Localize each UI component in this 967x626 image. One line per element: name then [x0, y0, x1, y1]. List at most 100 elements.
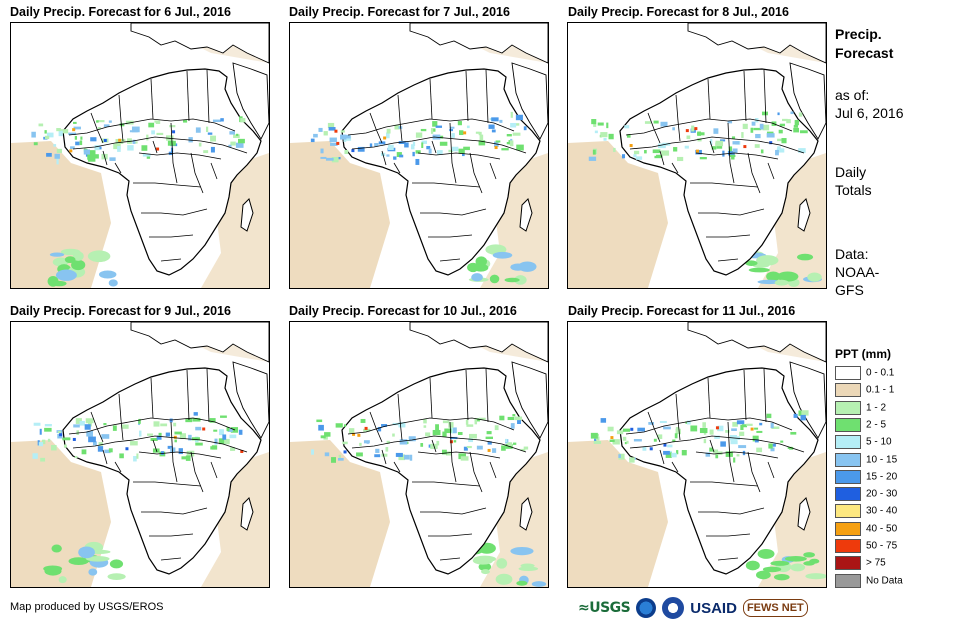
country-border: [141, 507, 208, 515]
rain-band-cell: [487, 441, 492, 445]
rain-band-cell: [451, 146, 459, 152]
rain-band-cell: [709, 429, 714, 435]
frontal-rain-cell: [44, 566, 62, 576]
rain-band-cell: [338, 454, 341, 459]
country-border: [397, 94, 403, 142]
country-border: [763, 69, 767, 124]
country-border: [717, 258, 739, 262]
rain-band-cell: [165, 432, 170, 437]
country-border: [698, 507, 765, 515]
rain-band-cell: [68, 132, 77, 135]
legend-label: 0.1 - 1: [866, 384, 895, 396]
rain-band-cell: [109, 157, 116, 161]
rain-band-cell: [458, 148, 465, 154]
rain-band-cell: [741, 132, 744, 138]
frontal-rain-cell: [88, 568, 98, 576]
rain-band-cell: [713, 128, 719, 134]
precip-map-day-2: [289, 22, 549, 289]
rain-band-cell: [432, 121, 438, 127]
rain-band-cell: [392, 433, 395, 437]
rain-band-cell: [441, 449, 447, 455]
rain-band-cell: [491, 117, 499, 122]
rain-band-cell: [121, 424, 129, 429]
rain-band-cell: [756, 447, 763, 453]
country-border: [393, 461, 401, 473]
rain-band-cell: [686, 135, 691, 140]
rain-band-cell: [357, 146, 365, 152]
rain-band-cell: [33, 422, 41, 426]
rain-band-cell: [684, 145, 689, 149]
rain-band-cell: [343, 139, 347, 142]
rain-band-cell: [386, 128, 391, 134]
rain-band-cell: [436, 150, 443, 155]
rain-band-cell: [766, 133, 775, 138]
frontal-rain-cell: [745, 560, 760, 571]
heavy-rain-cell: [118, 138, 122, 142]
rain-band-cell: [178, 448, 183, 455]
madagascar-coastline: [240, 198, 254, 232]
frontal-rain-cell: [492, 251, 513, 259]
rain-band-cell: [117, 145, 121, 152]
rain-band-cell: [779, 123, 786, 127]
rain-band-cell: [188, 434, 192, 441]
rain-band-cell: [753, 127, 762, 131]
legend-swatch: [835, 366, 861, 380]
rain-band-cell: [420, 443, 424, 447]
rain-band-cell: [313, 133, 318, 138]
frontal-rain-cell: [71, 259, 86, 271]
precip-map-day-3: [567, 22, 827, 289]
rain-band-cell: [733, 457, 736, 463]
legend-item: 10 - 15: [835, 452, 898, 467]
africa-coastline: [619, 68, 819, 276]
rain-band-cell: [54, 153, 60, 159]
frontal-rain-cell: [745, 260, 758, 266]
rain-band-cell: [715, 140, 724, 147]
rain-band-cell: [398, 422, 406, 428]
rain-band-cell: [659, 420, 667, 423]
rain-band-cell: [425, 432, 431, 437]
rain-band-cell: [793, 413, 798, 418]
legend-label: 20 - 30: [866, 488, 898, 500]
rain-band-cell: [169, 418, 173, 423]
rain-band-cell: [151, 130, 155, 135]
legend-label: 10 - 15: [866, 454, 898, 466]
country-border: [170, 421, 178, 483]
frontal-rain-cell: [773, 573, 790, 581]
frontal-rain-cell: [78, 546, 95, 559]
country-border: [351, 136, 527, 154]
rain-band-cell: [736, 454, 740, 457]
heavy-rain-cell: [463, 131, 467, 135]
rain-band-cell: [715, 453, 719, 459]
heavy-rain-cell: [364, 426, 368, 430]
rain-band-cell: [158, 432, 162, 436]
country-border: [429, 377, 433, 419]
rain-band-cell: [224, 438, 230, 445]
rain-band-cell: [642, 446, 647, 451]
rain-band-cell: [474, 418, 481, 422]
rain-band-cell: [155, 120, 161, 124]
rain-band-cell: [174, 439, 177, 443]
heavy-rain-cell: [202, 427, 206, 431]
rain-band-cell: [369, 143, 373, 148]
data-source-label: Data:: [835, 246, 869, 262]
rain-band-cell: [778, 129, 783, 134]
rain-band-cell: [87, 421, 92, 427]
rain-band-cell: [523, 446, 529, 450]
frontal-rain-cell: [766, 271, 781, 282]
rain-band-cell: [485, 436, 494, 440]
country-border: [347, 417, 515, 435]
africa-map-graphic: [290, 322, 548, 587]
rain-band-cell: [183, 119, 188, 123]
rain-band-cell: [495, 140, 501, 143]
rain-band-cell: [760, 149, 764, 154]
legend-label: > 75: [866, 557, 886, 569]
rain-band-cell: [445, 451, 452, 456]
frontal-rain-cell: [756, 570, 771, 580]
rain-band-cell: [47, 438, 51, 442]
rain-band-cell: [775, 149, 779, 156]
rain-band-cell: [466, 445, 472, 449]
country-border: [351, 435, 527, 453]
rain-band-cell: [340, 130, 345, 133]
rain-band-cell: [33, 142, 38, 146]
heavy-rain-cell: [743, 145, 747, 149]
